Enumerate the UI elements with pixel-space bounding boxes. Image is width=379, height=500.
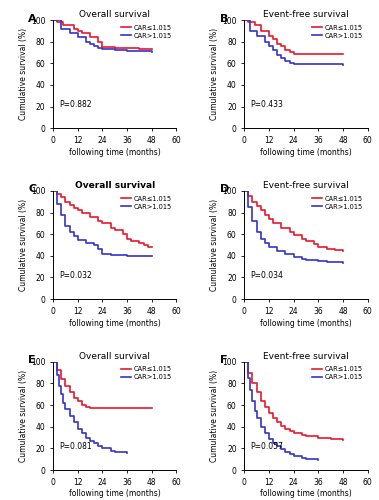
X-axis label: following time (months): following time (months)	[260, 318, 352, 328]
X-axis label: following time (months): following time (months)	[69, 148, 161, 156]
X-axis label: following time (months): following time (months)	[69, 318, 161, 328]
Y-axis label: Cumulative survival (%): Cumulative survival (%)	[19, 28, 28, 120]
Text: A: A	[28, 14, 37, 24]
X-axis label: following time (months): following time (months)	[260, 148, 352, 156]
X-axis label: following time (months): following time (months)	[260, 490, 352, 498]
Text: F: F	[219, 356, 227, 366]
Y-axis label: Cumulative survival (%): Cumulative survival (%)	[210, 28, 219, 120]
Text: P=0.032: P=0.032	[59, 271, 92, 280]
Text: C: C	[28, 184, 36, 194]
Text: D: D	[219, 184, 229, 194]
Text: P=0.433: P=0.433	[251, 100, 283, 109]
Title: Overall survival: Overall survival	[75, 181, 155, 190]
Title: Overall survival: Overall survival	[79, 10, 150, 19]
Title: Event-free survival: Event-free survival	[263, 10, 349, 19]
Text: P=0.081: P=0.081	[59, 442, 92, 450]
Y-axis label: Cumulative survival (%): Cumulative survival (%)	[19, 370, 28, 462]
Legend: CAR≤1.015, CAR>1.015: CAR≤1.015, CAR>1.015	[311, 24, 364, 40]
Text: P=0.057: P=0.057	[251, 442, 283, 450]
Y-axis label: Cumulative survival (%): Cumulative survival (%)	[210, 370, 219, 462]
Legend: CAR≤1.015, CAR>1.015: CAR≤1.015, CAR>1.015	[311, 365, 364, 382]
Y-axis label: Cumulative survival (%): Cumulative survival (%)	[19, 199, 28, 291]
Legend: CAR≤1.015, CAR>1.015: CAR≤1.015, CAR>1.015	[119, 365, 173, 382]
Title: Overall survival: Overall survival	[79, 352, 150, 361]
Title: Event-free survival: Event-free survival	[263, 181, 349, 190]
Text: P=0.034: P=0.034	[251, 271, 283, 280]
X-axis label: following time (months): following time (months)	[69, 490, 161, 498]
Text: P=0.882: P=0.882	[59, 100, 92, 109]
Legend: CAR≤1.015, CAR>1.015: CAR≤1.015, CAR>1.015	[119, 24, 173, 40]
Legend: CAR≤1.015, CAR>1.015: CAR≤1.015, CAR>1.015	[119, 194, 173, 211]
Text: B: B	[219, 14, 228, 24]
Y-axis label: Cumulative survival (%): Cumulative survival (%)	[210, 199, 219, 291]
Text: E: E	[28, 356, 36, 366]
Title: Event-free survival: Event-free survival	[263, 352, 349, 361]
Legend: CAR≤1.015, CAR>1.015: CAR≤1.015, CAR>1.015	[311, 194, 364, 211]
